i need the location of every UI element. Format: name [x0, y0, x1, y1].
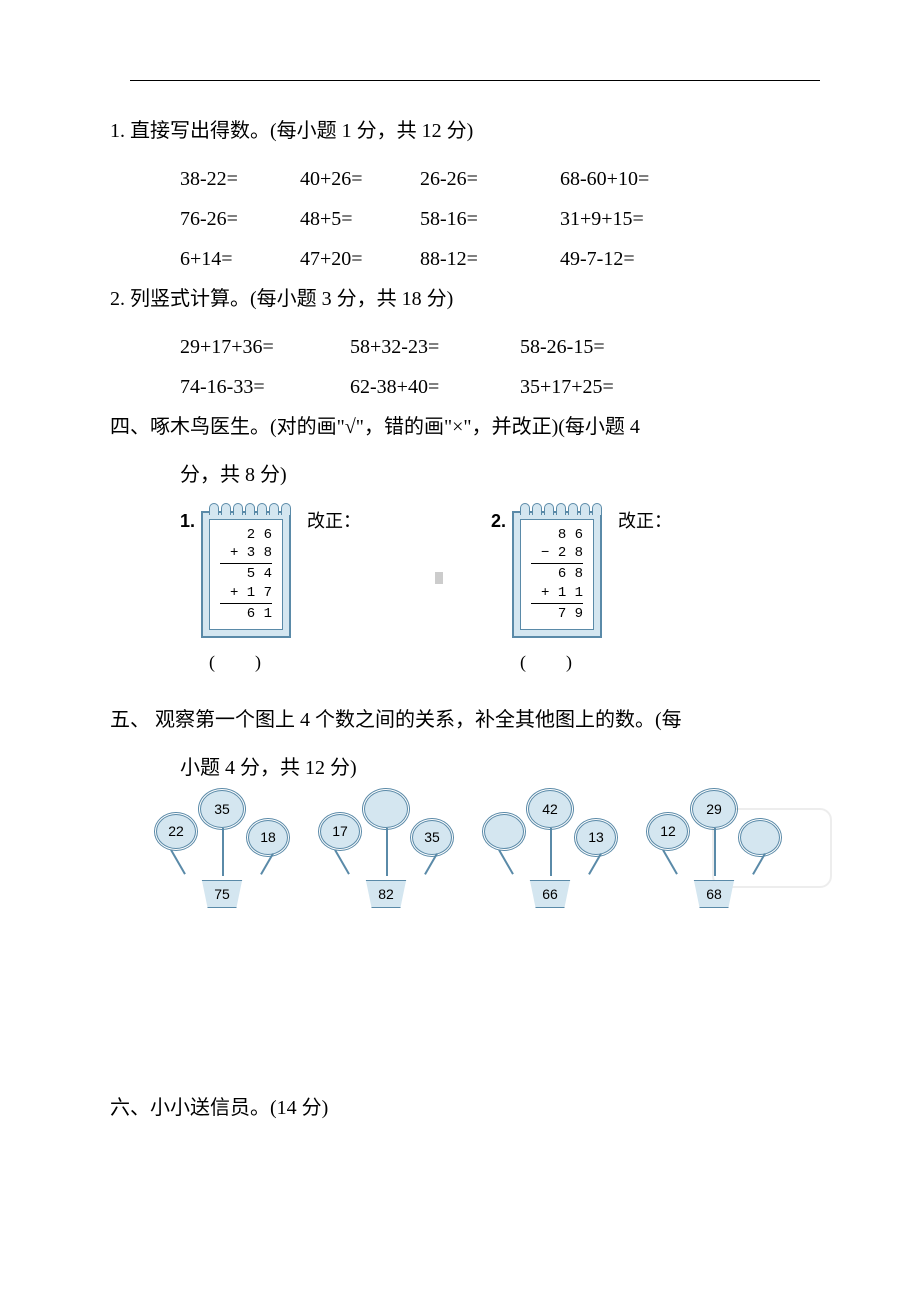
- pot3-top: 42: [528, 790, 572, 828]
- q4-item-2: 2. 8 6 − 2 8 6 8 + 1 1 7 9 () 改正：: [491, 503, 672, 680]
- pot3-left: [484, 814, 524, 849]
- q2-title: 2. 列竖式计算。(每小题 3 分，共 18 分): [110, 279, 810, 319]
- q4-calc-2: 8 6 − 2 8 6 8 + 1 1 7 9: [520, 519, 594, 630]
- pot2-base: 82: [362, 880, 410, 908]
- q1-r0c3: 68-60+10=: [560, 159, 700, 199]
- q6-title: 六、小小送信员。(14 分): [110, 1088, 810, 1128]
- q1-row-0: 38-22= 40+26= 26-26= 68-60+10=: [110, 159, 810, 199]
- pot1-top: 35: [200, 790, 244, 828]
- q4-paren-2: (): [512, 644, 612, 680]
- q1-r1c1: 48+5=: [300, 199, 420, 239]
- c2hr1: [531, 563, 583, 564]
- q2-r1c2: 35+17+25=: [520, 367, 680, 407]
- c1l0: 2 6: [220, 526, 272, 544]
- q1-r2c2: 88-12=: [420, 239, 560, 279]
- pot-1: 35 22 18 75: [150, 798, 300, 908]
- q4-box-1: 2 6 + 3 8 5 4 + 1 7 6 1: [201, 511, 291, 638]
- q4-correct-2: 改正：: [618, 503, 672, 539]
- q2-r0c1: 58+32-23=: [350, 327, 520, 367]
- c2l3: + 1 1: [531, 584, 583, 602]
- c1l1: + 3 8: [220, 544, 272, 562]
- q1-row-1: 76-26= 48+5= 58-16= 31+9+15=: [110, 199, 810, 239]
- q4-title-2: 分，共 8 分): [110, 455, 810, 495]
- c1hr2: [220, 603, 272, 604]
- q5-row: 35 22 18 75 17 35 82 42 13 66 29 12 68: [110, 798, 810, 908]
- q4-paren-1: (): [201, 644, 301, 680]
- c2hr2: [531, 603, 583, 604]
- q1-r2c0: 6+14=: [180, 239, 300, 279]
- pot2-left: 17: [320, 814, 360, 849]
- q2-r0c0: 29+17+36=: [180, 327, 350, 367]
- q2-r0c2: 58-26-15=: [520, 327, 680, 367]
- q1-r1c0: 76-26=: [180, 199, 300, 239]
- q1-r0c1: 40+26=: [300, 159, 420, 199]
- pot4-left: 12: [648, 814, 688, 849]
- q4-calc-1: 2 6 + 3 8 5 4 + 1 7 6 1: [209, 519, 283, 630]
- q4-correct-1: 改正：: [307, 503, 361, 539]
- p2o: (: [520, 652, 566, 672]
- pot1-base: 75: [198, 880, 246, 908]
- pot2-top: [364, 790, 408, 828]
- q4-item2-boxwrap: 8 6 − 2 8 6 8 + 1 1 7 9 (): [512, 503, 612, 680]
- q1-r2c1: 47+20=: [300, 239, 420, 279]
- c1l3: + 1 7: [220, 584, 272, 602]
- q2-r1c0: 74-16-33=: [180, 367, 350, 407]
- c2l1: − 2 8: [531, 544, 583, 562]
- top-rule: [130, 80, 820, 81]
- q1-r0c2: 26-26=: [420, 159, 560, 199]
- q4-item-1: 1. 2 6 + 3 8 5 4 + 1 7 6 1 () 改正：: [180, 503, 361, 680]
- q1-r2c3: 49-7-12=: [560, 239, 700, 279]
- q1-r1c3: 31+9+15=: [560, 199, 700, 239]
- pot1-right: 18: [248, 820, 288, 855]
- c1l2: 5 4: [220, 565, 272, 583]
- pot3-base: 66: [526, 880, 574, 908]
- page-gutter-mark: [435, 572, 443, 584]
- pot4-base: 68: [690, 880, 738, 908]
- pot3-right: 13: [576, 820, 616, 855]
- c1hr1: [220, 563, 272, 564]
- c2l2: 6 8: [531, 565, 583, 583]
- q1-r0c0: 38-22=: [180, 159, 300, 199]
- q5-title-2: 小题 4 分，共 12 分): [110, 748, 810, 788]
- pot2-right: 35: [412, 820, 452, 855]
- q2-r1c1: 62-38+40=: [350, 367, 520, 407]
- p1o: (: [209, 652, 255, 672]
- p1c: ): [255, 652, 301, 672]
- c1l4: 6 1: [220, 605, 272, 623]
- pot-2: 17 35 82: [314, 798, 464, 908]
- c2l4: 7 9: [531, 605, 583, 623]
- q5-title-1: 五、 观察第一个图上 4 个数之间的关系，补全其他图上的数。(每: [110, 700, 810, 740]
- pot4-top: 29: [692, 790, 736, 828]
- pot-4: 29 12 68: [642, 798, 792, 908]
- q4-item1-num: 1.: [180, 503, 195, 539]
- q4-title-1: 四、啄木鸟医生。(对的画"√"，错的画"×"，并改正)(每小题 4: [110, 407, 810, 447]
- q1-row-2: 6+14= 47+20= 88-12= 49-7-12=: [110, 239, 810, 279]
- q1-r1c2: 58-16=: [420, 199, 560, 239]
- pot1-left: 22: [156, 814, 196, 849]
- p2c: ): [566, 652, 612, 672]
- q4-item1-boxwrap: 2 6 + 3 8 5 4 + 1 7 6 1 (): [201, 503, 301, 680]
- q2-row-1: 74-16-33= 62-38+40= 35+17+25=: [110, 367, 810, 407]
- c2l0: 8 6: [531, 526, 583, 544]
- q4-box-2: 8 6 − 2 8 6 8 + 1 1 7 9: [512, 511, 602, 638]
- pot4-right: [740, 820, 780, 855]
- q4-row: 1. 2 6 + 3 8 5 4 + 1 7 6 1 () 改正： 2.: [110, 503, 810, 680]
- q2-row-0: 29+17+36= 58+32-23= 58-26-15=: [110, 327, 810, 367]
- pot-3: 42 13 66: [478, 798, 628, 908]
- q4-item2-num: 2.: [491, 503, 506, 539]
- q1-title: 1. 直接写出得数。(每小题 1 分，共 12 分): [110, 111, 810, 151]
